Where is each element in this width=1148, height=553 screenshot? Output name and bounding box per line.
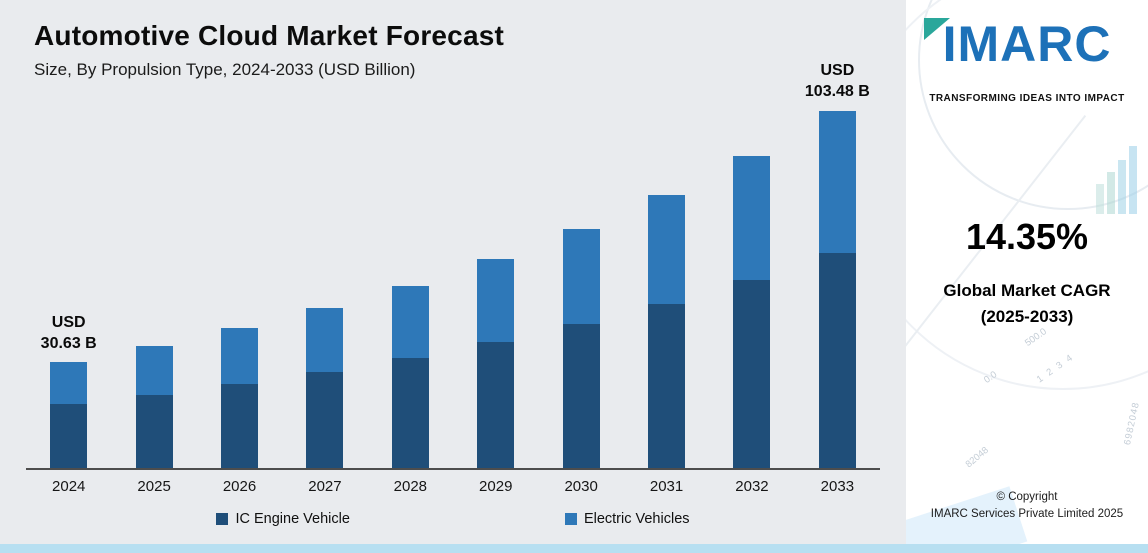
segment-electric-2029 — [477, 259, 515, 343]
x-axis-label-2025: 2025 — [137, 478, 171, 495]
stacked-bar-2027 — [306, 308, 344, 468]
legend-label-ic-engine: IC Engine Vehicle — [235, 511, 350, 527]
segment-electric-2030 — [562, 229, 600, 325]
plot-area: USD 30.63 B USD 103.48 B — [26, 62, 880, 470]
bar-slot-2028 — [368, 113, 453, 468]
stacked-bar-2026 — [221, 328, 259, 468]
legend-swatch-ic-engine-icon — [216, 513, 229, 525]
copyright-line2: IMARC Services Private Limited 2025 — [930, 508, 1124, 521]
x-axis-label-2033: 2033 — [820, 478, 855, 495]
stacked-bar-2028 — [391, 285, 429, 468]
x-axis-label-2026: 2026 — [222, 478, 257, 495]
copyright-line1: © Copyright — [996, 491, 1058, 503]
chart-subtitle: Size, By Propulsion Type, 2024-2033 (USD… — [34, 60, 416, 79]
bar-slot-2031 — [624, 113, 709, 468]
segment-electric-2028 — [391, 285, 429, 358]
cagr-label: Global Market CAGR (2025-2033) — [906, 278, 1148, 331]
bar-value-label-2024: USD 30.63 B — [40, 313, 97, 352]
cagr-period: (2025-2033) — [980, 307, 1074, 327]
x-axis-labels: 2024 2025 2026 2027 2028 2029 2030 2031 2032 2033 — [26, 478, 880, 495]
x-axis-label-2028: 2028 — [393, 478, 428, 495]
bar-slot-2032 — [709, 113, 794, 468]
chart-title: Automotive Cloud Market Forecast — [34, 20, 505, 51]
segment-electric-2025 — [135, 345, 173, 395]
segment-electric-2033 — [818, 111, 856, 254]
bar-slot-2026 — [197, 113, 282, 468]
bar-value-label-2033: USD 103.48 B — [804, 62, 870, 101]
legend-label-electric: Electric Vehicles — [583, 511, 690, 527]
side-panel: 500.0 0.0 1 2 3 4 6982048 82048 IMARC TR… — [906, 0, 1148, 544]
watermark-number: 82048 — [963, 444, 991, 471]
segment-ic-engine-2025 — [135, 394, 173, 468]
segment-electric-2032 — [733, 155, 771, 281]
stacked-bar-2031 — [648, 194, 686, 468]
x-axis-label-2024: 2024 — [52, 478, 86, 495]
bar-slot-2029 — [453, 113, 538, 468]
stacked-bar-2030 — [562, 229, 600, 468]
imarc-logo-triangle-icon — [924, 18, 950, 40]
x-axis-label-2032: 2032 — [735, 478, 769, 495]
x-axis-label-2027: 2027 — [308, 478, 342, 495]
stacked-bar-2025 — [135, 345, 173, 468]
segment-ic-engine-2027 — [306, 371, 344, 468]
segment-ic-engine-2029 — [477, 342, 515, 468]
segment-electric-2027 — [306, 308, 344, 372]
segment-ic-engine-2031 — [648, 303, 686, 468]
x-axis-label-2029: 2029 — [479, 478, 513, 495]
segment-ic-engine-2032 — [733, 280, 771, 468]
decorative-bar-chart-icon — [1096, 146, 1137, 214]
segment-electric-2026 — [221, 328, 259, 384]
segment-electric-2031 — [648, 194, 686, 304]
stacked-bar-2029 — [477, 259, 515, 468]
bar-slot-2024: USD 30.63 B — [26, 113, 111, 468]
bar-slot-2033: USD 103.48 B — [795, 62, 880, 468]
bar-slot-2025 — [111, 113, 196, 468]
watermark-number: 6982048 — [1122, 400, 1142, 447]
segment-ic-engine-2030 — [562, 324, 600, 468]
legend-item-electric: Electric Vehicles — [564, 511, 690, 527]
bar-slot-2027 — [282, 113, 367, 468]
cagr-label-text: Global Market CAGR — [943, 281, 1111, 300]
legend-swatch-electric-icon — [564, 513, 577, 525]
stacked-bar-2024 — [50, 362, 88, 468]
copyright: © Copyright IMARC Services Private Limit… — [906, 489, 1148, 524]
imarc-logo: IMARC — [906, 12, 1148, 77]
bar-slot-2030 — [538, 113, 623, 468]
imarc-tagline: TRANSFORMING IDEAS INTO IMPACT — [929, 93, 1125, 104]
bottom-accent-strip — [0, 544, 1148, 553]
legend-item-ic-engine: IC Engine Vehicle — [216, 511, 350, 527]
stacked-bar-2033 — [818, 111, 856, 468]
segment-ic-engine-2028 — [391, 357, 429, 468]
segment-ic-engine-2033 — [818, 253, 856, 468]
chart-panel: Automotive Cloud Market Forecast Size, B… — [0, 0, 906, 544]
segment-ic-engine-2024 — [50, 404, 88, 468]
imarc-logo-text: IMARC — [942, 16, 1112, 72]
cagr-value: 14.35% — [965, 216, 1089, 257]
x-axis-label-2031: 2031 — [649, 478, 684, 495]
legend: IC Engine Vehicle Electric Vehicles — [0, 511, 906, 527]
segment-ic-engine-2026 — [221, 383, 259, 468]
x-axis-label-2030: 2030 — [564, 478, 598, 495]
stacked-bar-2032 — [733, 155, 771, 468]
segment-electric-2024 — [50, 362, 88, 405]
